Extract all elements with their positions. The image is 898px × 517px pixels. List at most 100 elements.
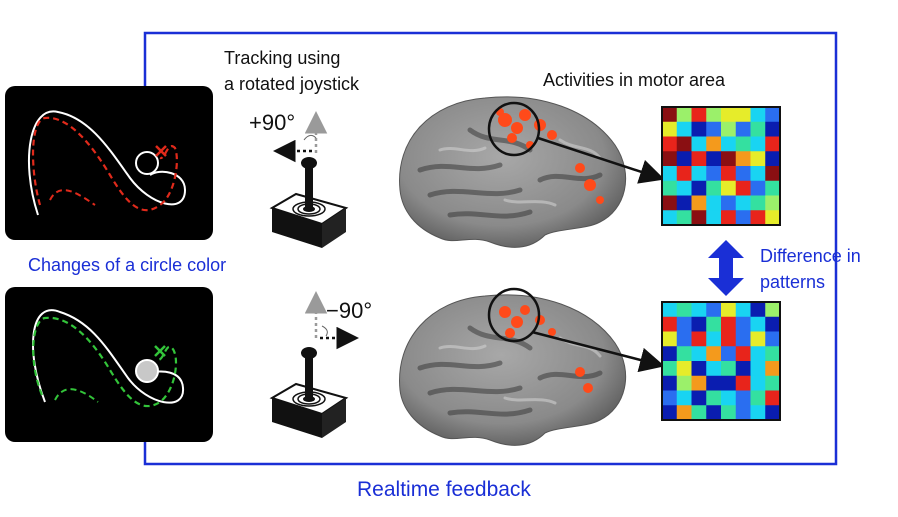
pattern-cell	[706, 151, 722, 167]
pattern-border	[661, 301, 781, 421]
pattern-cell	[662, 390, 678, 406]
tracking-label-line1: Tracking using	[224, 48, 341, 68]
pattern-cell	[735, 405, 751, 421]
pattern-cell	[662, 316, 678, 332]
pattern-cell	[662, 346, 678, 362]
pattern-cell	[765, 107, 781, 123]
pattern-cell	[676, 180, 692, 196]
pattern-cell	[662, 166, 678, 182]
pattern-cell	[691, 210, 707, 226]
pattern-cell	[706, 121, 722, 137]
pattern-cell	[735, 195, 751, 211]
pattern-cell	[735, 151, 751, 167]
pattern-cell	[662, 136, 678, 152]
roi-arrow-top	[537, 136, 665, 184]
pattern-cell	[691, 151, 707, 167]
pattern-cell	[721, 166, 737, 182]
brain-bottom	[399, 287, 665, 446]
pattern-cell	[706, 316, 722, 332]
pattern-cell	[691, 375, 707, 391]
difference-double-arrow	[708, 240, 744, 296]
cursor-trace-top	[31, 116, 178, 212]
pattern-cell	[676, 166, 692, 182]
pattern-cell	[721, 405, 737, 421]
cursor-circle-bottom	[135, 359, 159, 383]
pattern-cell	[691, 390, 707, 406]
pattern-cell	[706, 136, 722, 152]
pattern-cell	[691, 405, 707, 421]
pattern-cell	[750, 210, 766, 226]
pattern-cell	[765, 390, 781, 406]
rotation-arrows-bottom	[304, 291, 359, 350]
pattern-cell	[765, 346, 781, 362]
pattern-cell	[706, 331, 722, 347]
pattern-cell	[721, 121, 737, 137]
pattern-cell	[750, 121, 766, 137]
pattern-cell	[750, 302, 766, 318]
pattern-cell	[765, 166, 781, 182]
pattern-cell	[750, 361, 766, 377]
pattern-cell	[750, 346, 766, 362]
pattern-cell	[676, 405, 692, 421]
pattern-cell	[750, 390, 766, 406]
pattern-cell	[721, 107, 737, 123]
pattern-cell	[706, 107, 722, 123]
pattern-cell	[750, 405, 766, 421]
pattern-cell	[662, 210, 678, 226]
pattern-cell	[691, 136, 707, 152]
pattern-cell	[735, 302, 751, 318]
target-trace-bottom	[32, 309, 185, 404]
pattern-cell	[750, 136, 766, 152]
pattern-matrix-top	[661, 106, 781, 226]
pattern-cell	[721, 136, 737, 152]
pattern-cell	[735, 210, 751, 226]
pattern-cell	[662, 107, 678, 123]
target-trace-top	[27, 110, 187, 216]
pattern-cell	[765, 121, 781, 137]
pattern-cell	[765, 375, 781, 391]
pattern-cell	[750, 166, 766, 182]
pattern-cell	[676, 361, 692, 377]
pattern-cell	[676, 346, 692, 362]
pattern-cell	[735, 180, 751, 196]
pattern-cell	[706, 302, 722, 318]
pattern-cell	[676, 331, 692, 347]
pattern-cell	[706, 195, 722, 211]
roi-circle-bottom	[487, 287, 541, 343]
pattern-cell	[662, 180, 678, 196]
rotation-arrows-top	[273, 111, 328, 163]
roi-circle-top	[487, 101, 541, 157]
pattern-cell	[706, 346, 722, 362]
pattern-cell	[765, 316, 781, 332]
pattern-cell	[765, 331, 781, 347]
roi-arrow-bottom	[531, 330, 665, 373]
angle-label-top: +90°	[249, 110, 296, 135]
pattern-cell	[676, 151, 692, 167]
pattern-cell	[676, 136, 692, 152]
pattern-cell	[676, 121, 692, 137]
pattern-cell	[765, 361, 781, 377]
pattern-cell	[721, 151, 737, 167]
pattern-cell	[706, 375, 722, 391]
pattern-cell	[735, 121, 751, 137]
pattern-cell	[721, 195, 737, 211]
difference-label-line1: Difference in	[760, 246, 861, 266]
pattern-cell	[750, 375, 766, 391]
pattern-cell	[721, 390, 737, 406]
tracking-label-line2: a rotated joystick	[224, 74, 360, 94]
pattern-cell	[750, 180, 766, 196]
pattern-cell	[765, 210, 781, 226]
pattern-cell	[691, 346, 707, 362]
pattern-cell	[765, 136, 781, 152]
pattern-cell	[706, 180, 722, 196]
pattern-cell	[691, 166, 707, 182]
pattern-matrix-bottom	[661, 301, 781, 421]
pattern-cell	[721, 375, 737, 391]
realtime-feedback-label: Realtime feedback	[357, 478, 531, 501]
activities-label: Activities in motor area	[543, 70, 726, 90]
cursor-trace-bottom	[32, 316, 178, 408]
circle-color-label: Changes of a circle color	[28, 255, 227, 275]
pattern-cell	[721, 180, 737, 196]
target-cross-bottom	[154, 345, 166, 357]
